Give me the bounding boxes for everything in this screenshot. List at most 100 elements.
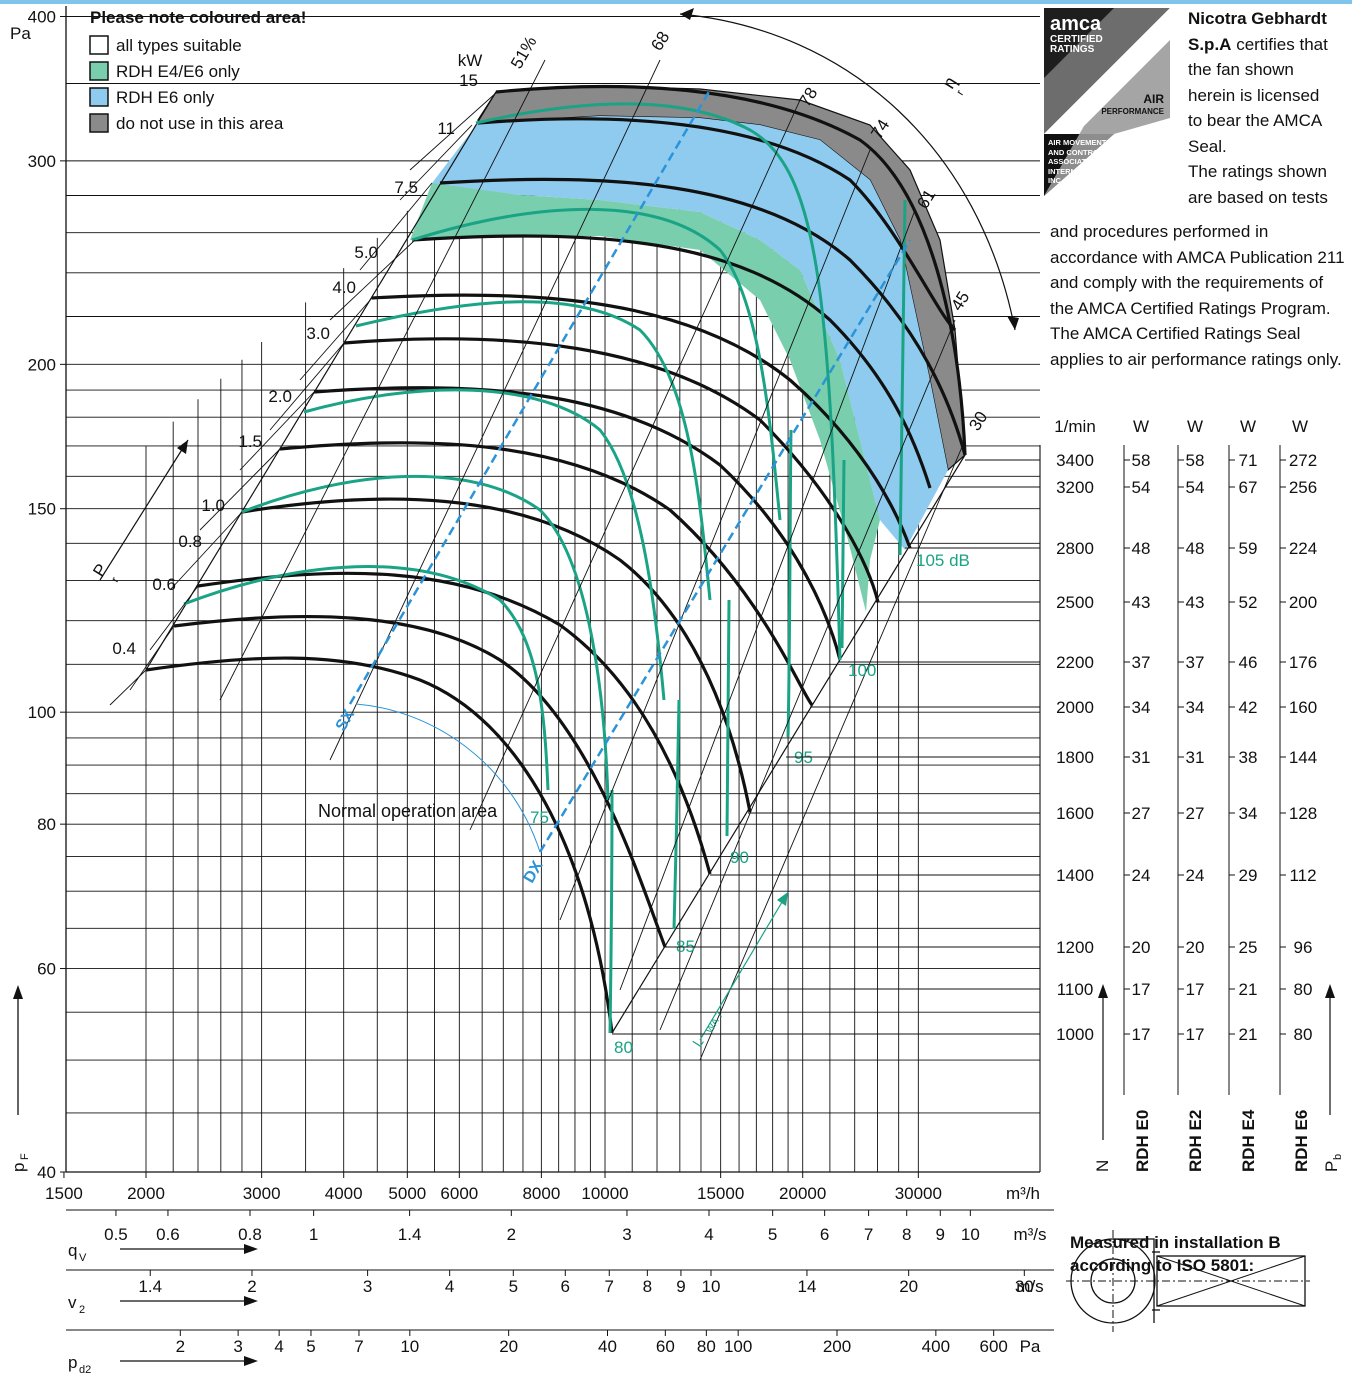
table-header: 1/min: [1054, 417, 1096, 436]
power-unit-label: kW: [458, 51, 483, 70]
y-tick-label: 400: [28, 8, 56, 27]
secondary-tick-label: 8: [643, 1277, 652, 1296]
table-header: W: [1240, 417, 1256, 436]
sound-curve: [303, 388, 666, 701]
sound-label: 75: [530, 808, 549, 827]
legend-swatch-grey: [89, 113, 109, 133]
dx-operating-line: [538, 239, 912, 853]
pb-label-sub: b: [1332, 1154, 1344, 1160]
axis-arrow-head: [244, 1244, 258, 1254]
power-label: 5.0: [354, 243, 378, 262]
secondary-tick-label: 60: [656, 1337, 675, 1356]
secondary-tick-label: 8: [902, 1225, 911, 1244]
rpm-value: 1400: [1056, 866, 1094, 885]
rpm-curve: [439, 177, 967, 456]
x-tick-label: 1500: [45, 1184, 83, 1203]
power-value: 31: [1186, 748, 1205, 767]
secondary-tick-label: 80: [697, 1337, 716, 1356]
legend-item-label: RDH E6 only: [116, 88, 215, 107]
power-value: 112: [1289, 866, 1316, 885]
power-value: 17: [1186, 1025, 1205, 1044]
sound-curve: [241, 474, 610, 801]
fan-curves: [99, 8, 1019, 1061]
secondary-tick-label: 20: [499, 1337, 518, 1356]
legend-swatch-blue: [89, 87, 109, 107]
chart-labels: 15 11 7.5 5.0 4.0 3.0 2.0 1.5 1.0 0.8 0.6 0.4 kW Pr 51…: [89, 28, 991, 1057]
power-value: 54: [1132, 478, 1151, 497]
secondary-tick-label: 9: [936, 1225, 945, 1244]
chart-axes: Pa45004000350030002500200015001000800600…: [9, 6, 1054, 1376]
svg-text:RATINGS: RATINGS: [1050, 44, 1095, 55]
efficiency-ray: [469, 99, 801, 831]
power-value: 25: [1239, 938, 1258, 957]
sound-curve: [786, 429, 793, 738]
power-value: 37: [1186, 653, 1205, 672]
n-label: N: [1093, 1160, 1112, 1172]
efficiency-arc-arrow: [1007, 316, 1019, 330]
secondary-tick-label: 2: [247, 1277, 256, 1296]
pf-label: p: [9, 1163, 28, 1172]
secondary-axis-label-sub: d2: [79, 1364, 91, 1376]
power-line: [129, 625, 175, 691]
sound-label: 100: [848, 661, 876, 680]
y-tick-label: 150: [28, 500, 56, 519]
sound-curve: [840, 459, 846, 649]
legend-item-label: do not use in this area: [116, 114, 284, 133]
power-value: 27: [1186, 804, 1205, 823]
power-value: 200: [1289, 593, 1317, 612]
power-value: 58: [1132, 451, 1151, 470]
envelope-left: [145, 91, 497, 671]
rpm-curve: [371, 293, 912, 549]
secondary-tick-label: 1: [309, 1225, 318, 1244]
power-value: 224: [1289, 539, 1317, 558]
y-tick-label: 80: [37, 815, 56, 834]
secondary-tick-label: 9: [676, 1277, 685, 1296]
rpm-curve: [313, 386, 842, 661]
secondary-tick-label: 5: [306, 1337, 315, 1356]
secondary-tick-label: 2: [507, 1225, 516, 1244]
secondary-tick-label: 6: [561, 1277, 570, 1296]
secondary-tick-label: 20: [899, 1277, 918, 1296]
sound-label: 105 dB: [916, 551, 970, 570]
power-line: [329, 239, 416, 321]
power-value: 20: [1132, 938, 1151, 957]
secondary-tick-label: 5: [509, 1277, 518, 1296]
rpm-curve-max: [495, 84, 967, 456]
legend-item-label: all types suitable: [116, 36, 242, 55]
table-header: W: [1133, 417, 1149, 436]
power-label: 0.8: [178, 532, 202, 551]
secondary-axis-label: v: [68, 1293, 77, 1312]
secondary-tick-label: 0.6: [156, 1225, 180, 1244]
rpm-value: 1100: [1057, 980, 1094, 999]
y-tick-label: 40: [37, 1163, 56, 1182]
x-tick-label: 2000: [127, 1184, 165, 1203]
power-value: 43: [1186, 593, 1205, 612]
x-tick-label: 5000: [388, 1184, 426, 1203]
efficiency-label: 30: [965, 408, 991, 434]
sx-dx-arc: [355, 703, 541, 853]
sound-curve: [725, 599, 731, 837]
rpm-value: 2000: [1056, 698, 1094, 717]
x-tick-label: 3000: [243, 1184, 281, 1203]
secondary-axis-label: q: [68, 1241, 77, 1260]
power-value: 34: [1132, 698, 1151, 717]
rpm-curve: [197, 571, 712, 875]
efficiency-ray: [219, 59, 546, 701]
n-arrow-head: [1098, 984, 1108, 998]
power-value: 24: [1186, 866, 1205, 885]
rpm-curve: [477, 117, 957, 332]
secondary-tick-label: 5: [768, 1225, 777, 1244]
model-label: RDH E0: [1133, 1110, 1152, 1172]
axis-arrow-head: [244, 1296, 258, 1306]
certification-text-3: and procedures performed in accordance w…: [1050, 222, 1345, 369]
sound-curve: [475, 102, 842, 661]
power-value: 17: [1186, 980, 1205, 999]
secondary-tick-label: 7: [605, 1277, 614, 1296]
power-line: [269, 342, 345, 431]
pb-label: P: [1322, 1161, 1341, 1172]
efficiency-arc-arrow: [680, 8, 694, 20]
area-do-not-use: [477, 85, 966, 472]
power-value: 48: [1186, 539, 1205, 558]
secondary-tick-label: 1.4: [138, 1277, 162, 1296]
